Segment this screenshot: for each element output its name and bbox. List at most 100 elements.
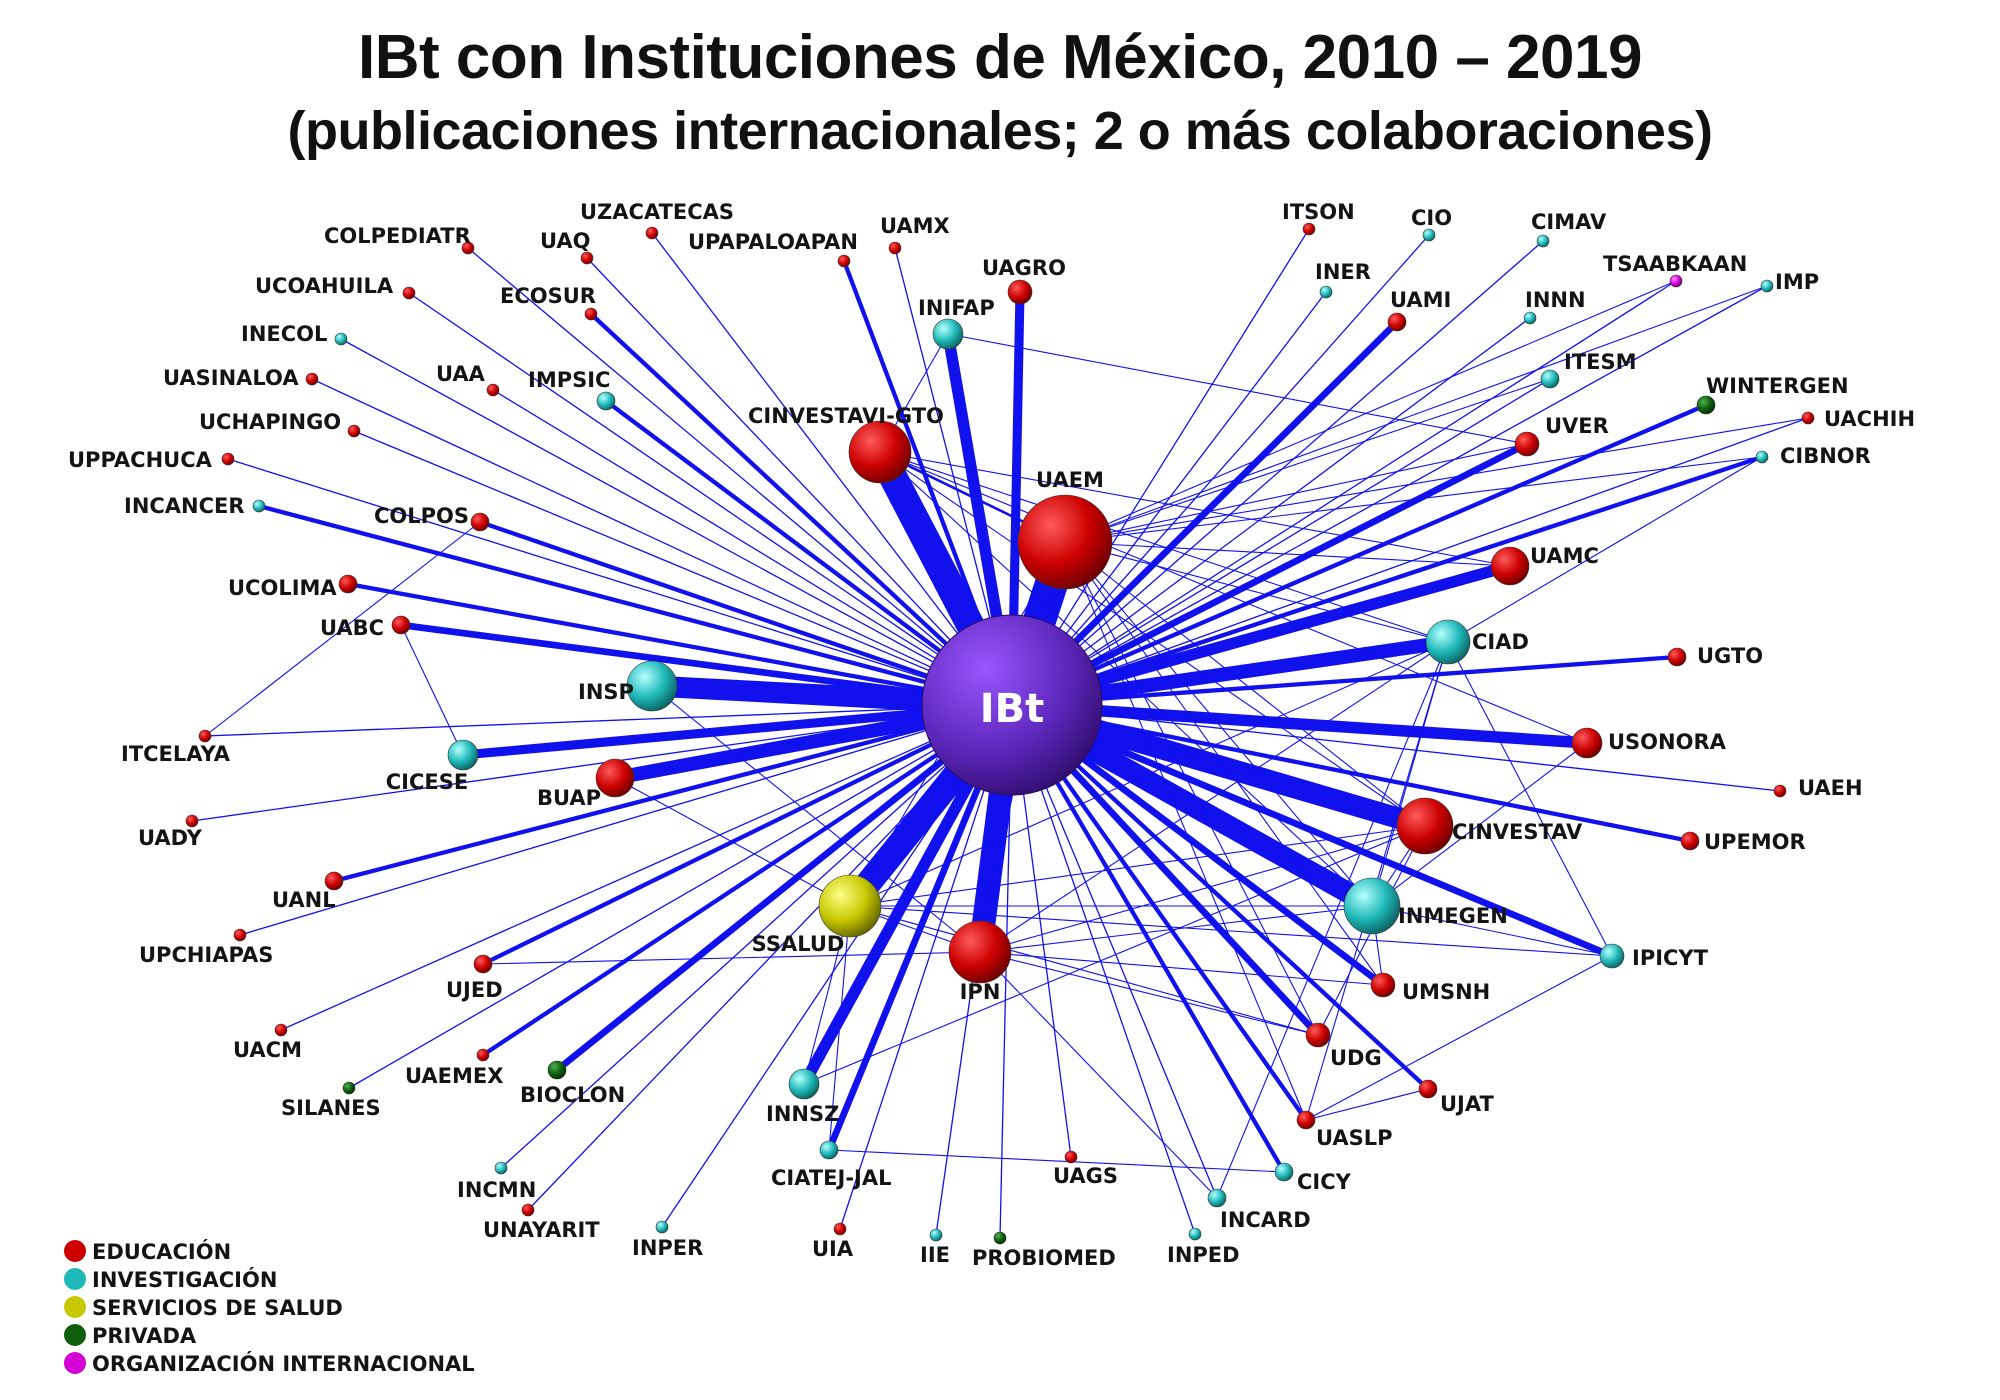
node-ucolima[interactable]: UCOLIMA [228, 574, 358, 600]
node-ciad-circle[interactable] [1425, 619, 1471, 665]
node-uaq-circle[interactable] [580, 251, 594, 265]
node-cio-circle[interactable] [1422, 228, 1436, 242]
node-cicese-circle[interactable] [447, 739, 479, 771]
node-ucoahuila[interactable]: UCOAHUILA [255, 274, 416, 300]
node-insp-circle[interactable] [626, 660, 678, 712]
node-probiomed[interactable]: PROBIOMED [972, 1231, 1116, 1270]
node-itcelaya-circle[interactable] [198, 729, 212, 743]
node-uaq[interactable]: UAQ [540, 229, 594, 265]
node-unayarit[interactable]: UNAYARIT [483, 1203, 600, 1242]
node-colpediatr[interactable]: COLPEDIATR [324, 224, 475, 255]
node-uzacatecas[interactable]: UZACATECAS [580, 200, 734, 240]
node-iner[interactable]: INER [1315, 260, 1371, 299]
node-probiomed-circle[interactable] [993, 1231, 1007, 1245]
node-incancer[interactable]: INCANCER [124, 494, 266, 518]
node-colpos-circle[interactable] [470, 512, 490, 532]
node-upchiapas-circle[interactable] [233, 928, 247, 942]
node-ciatej-jal-circle[interactable] [819, 1140, 839, 1160]
node-incmn-circle[interactable] [494, 1161, 508, 1175]
node-uacm[interactable]: UACM [233, 1023, 302, 1062]
node-wintergen[interactable]: WINTERGEN [1696, 374, 1849, 415]
node-ujed-circle[interactable] [473, 954, 493, 974]
node-impsic[interactable]: IMPSIC [528, 368, 616, 411]
node-ucolima-circle[interactable] [338, 574, 358, 594]
node-incard-circle[interactable] [1207, 1188, 1227, 1208]
node-innn[interactable]: INNN [1523, 288, 1586, 325]
node-ugto-circle[interactable] [1667, 647, 1687, 667]
node-ipicyt-circle[interactable] [1599, 943, 1625, 969]
node-upemor-circle[interactable] [1680, 831, 1700, 851]
center-node[interactable]: IBt [921, 614, 1103, 796]
node-itson[interactable]: ITSON [1282, 200, 1355, 236]
node-uaa-circle[interactable] [486, 383, 500, 397]
node-uamx[interactable]: UAMX [880, 214, 950, 255]
node-upapaloapan[interactable]: UPAPALOAPAN [688, 230, 858, 268]
node-uags-circle[interactable] [1064, 1150, 1078, 1164]
node-uachih[interactable]: UACHIH [1801, 407, 1915, 431]
node-ciatej-jal[interactable]: CIATEJ-JAL [771, 1140, 892, 1190]
node-itson-circle[interactable] [1302, 222, 1316, 236]
node-uaa[interactable]: UAA [436, 362, 500, 397]
node-ecosur-circle[interactable] [584, 307, 598, 321]
node-upapaloapan-circle[interactable] [837, 254, 851, 268]
node-uady[interactable]: UADY [138, 814, 203, 850]
node-ssalud[interactable]: SSALUD [752, 874, 882, 956]
node-iner-circle[interactable] [1319, 285, 1333, 299]
node-innn-circle[interactable] [1523, 311, 1537, 325]
node-ucoahuila-circle[interactable] [402, 286, 416, 300]
node-inecol-circle[interactable] [334, 332, 348, 346]
node-uppachuca[interactable]: UPPACHUCA [68, 448, 235, 472]
node-udg[interactable]: UDG [1305, 1022, 1382, 1070]
node-silanes-circle[interactable] [342, 1081, 356, 1095]
node-usonora-circle[interactable] [1571, 727, 1603, 759]
node-inecol[interactable]: INECOL [241, 322, 348, 346]
node-uagro-circle[interactable] [1007, 279, 1033, 305]
node-bioclon-circle[interactable] [547, 1060, 567, 1080]
node-usonora[interactable]: USONORA [1571, 727, 1727, 759]
node-uchapingo[interactable]: UCHAPINGO [199, 410, 361, 438]
node-buap-circle[interactable] [595, 758, 635, 798]
node-silanes[interactable]: SILANES [281, 1081, 381, 1120]
node-upemor[interactable]: UPEMOR [1680, 830, 1806, 854]
node-uanl[interactable]: UANL [272, 871, 344, 912]
node-uamc-circle[interactable] [1490, 546, 1530, 586]
node-inmegen[interactable]: INMEGEN [1343, 877, 1508, 935]
node-cio[interactable]: CIO [1411, 206, 1452, 242]
node-insp[interactable]: INSP [578, 660, 678, 712]
node-ujat-circle[interactable] [1418, 1079, 1438, 1099]
node-colpediatr-circle[interactable] [461, 241, 475, 255]
node-upchiapas[interactable]: UPCHIAPAS [139, 928, 273, 967]
node-uags[interactable]: UAGS [1053, 1150, 1118, 1188]
node-cicy-circle[interactable] [1274, 1162, 1294, 1182]
center-node-circle[interactable] [921, 614, 1103, 796]
node-buap[interactable]: BUAP [537, 758, 635, 810]
node-uami-circle[interactable] [1387, 312, 1407, 332]
node-impsic-circle[interactable] [596, 391, 616, 411]
node-cimav-circle[interactable] [1536, 234, 1550, 248]
node-ciad[interactable]: CIAD [1425, 619, 1529, 665]
node-ecosur[interactable]: ECOSUR [500, 284, 598, 321]
node-uasinaloa[interactable]: UASINALOA [163, 366, 319, 390]
node-incmn[interactable]: INCMN [457, 1161, 536, 1202]
node-uami[interactable]: UAMI [1387, 288, 1451, 332]
node-bioclon[interactable]: BIOCLON [520, 1060, 625, 1107]
node-inped[interactable]: INPED [1167, 1227, 1240, 1267]
node-itcelaya[interactable]: ITCELAYA [121, 729, 231, 766]
node-uaem[interactable]: UAEM [1017, 468, 1113, 590]
node-inmegen-circle[interactable] [1343, 877, 1401, 935]
node-unayarit-circle[interactable] [521, 1203, 535, 1217]
node-uabc-circle[interactable] [391, 615, 411, 635]
node-iie[interactable]: IIE [920, 1228, 950, 1267]
node-inifap-circle[interactable] [932, 318, 964, 350]
node-uasinaloa-circle[interactable] [305, 372, 319, 386]
node-uaslp[interactable]: UASLP [1296, 1110, 1393, 1150]
node-umsnh[interactable]: UMSNH [1370, 972, 1490, 1004]
node-innsz-circle[interactable] [788, 1068, 820, 1100]
node-uady-circle[interactable] [185, 814, 199, 828]
node-imp-circle[interactable] [1760, 279, 1774, 293]
node-inper[interactable]: INPER [632, 1220, 703, 1260]
node-ipn[interactable]: IPN [948, 920, 1012, 1004]
node-uacm-circle[interactable] [274, 1023, 288, 1037]
node-itesm[interactable]: ITESM [1540, 350, 1637, 389]
node-uia[interactable]: UIA [812, 1222, 854, 1261]
